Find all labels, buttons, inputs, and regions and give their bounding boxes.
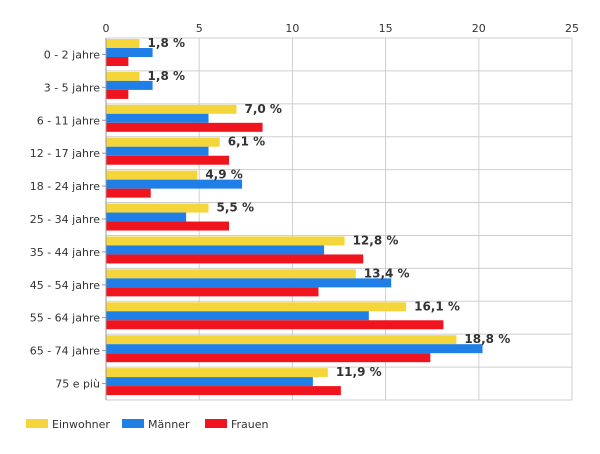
category-label: 18 - 24 jahre [30, 180, 101, 193]
bar-einwohner [106, 170, 198, 180]
legend-swatch [205, 419, 227, 428]
data-label: 1,8 % [148, 36, 185, 50]
category-label: 0 - 2 jahre [44, 48, 101, 61]
bar-frauen [106, 122, 263, 132]
data-label: 6,1 % [228, 135, 265, 149]
x-tick-label: 10 [285, 22, 299, 35]
data-label: 11,9 % [336, 365, 382, 379]
x-tick-label: 20 [472, 22, 486, 35]
bar-frauen [106, 57, 129, 66]
category-label: 25 - 34 jahre [30, 213, 101, 226]
data-label: 7,0 % [244, 102, 281, 116]
category-label: 65 - 74 jahre [30, 345, 101, 358]
category-label: 6 - 11 jahre [37, 114, 101, 127]
x-tick-label: 0 [103, 22, 110, 35]
x-tick-label: 25 [565, 22, 579, 35]
labels-layer: 1,8 % 1,8 % 7,0 % 6,1 % 4,9 % 5,5 % 12,8 % 13,4… [148, 36, 511, 379]
bar-m-nner [106, 212, 187, 222]
bar-m-nner [106, 48, 153, 57]
bar-einwohner [106, 269, 356, 279]
bar-frauen [106, 89, 129, 99]
bar-m-nner [106, 311, 369, 321]
bar-frauen [106, 386, 341, 396]
legend-swatch [26, 419, 48, 428]
category-label: 12 - 17 jahre [30, 147, 101, 160]
bar-einwohner [106, 39, 140, 48]
category-label: 35 - 44 jahre [30, 246, 101, 259]
legend: Einwohner Männer Frauen [26, 418, 269, 431]
category-label: 45 - 54 jahre [30, 279, 101, 292]
bar-einwohner [106, 236, 345, 246]
bar-frauen [106, 155, 230, 165]
bar-frauen [106, 254, 364, 264]
x-tick-label: 15 [379, 22, 393, 35]
grid-layer [105, 37, 573, 401]
bar-m-nner [106, 245, 325, 255]
category-label: 3 - 5 jahre [44, 81, 101, 94]
data-label: 12,8 % [353, 233, 399, 247]
legend-label: Frauen [231, 418, 269, 431]
legend-swatch [122, 419, 144, 428]
bar-frauen [106, 320, 444, 330]
legend-label: Männer [148, 418, 190, 431]
data-label: 16,1 % [414, 299, 460, 313]
category-label: 55 - 64 jahre [30, 312, 101, 325]
x-tick-label: 5 [196, 22, 203, 35]
bar-einwohner [106, 137, 220, 147]
bar-m-nner [106, 113, 209, 123]
bar-frauen [106, 287, 319, 297]
bar-einwohner [106, 71, 140, 81]
data-label: 18,8 % [464, 332, 510, 346]
bar-m-nner [106, 179, 243, 189]
bar-frauen [106, 353, 431, 363]
bar-m-nner [106, 377, 313, 387]
bar-m-nner [106, 344, 483, 354]
bar-frauen [106, 221, 230, 231]
data-label: 1,8 % [148, 69, 185, 83]
bar-m-nner [106, 146, 209, 156]
legend-label: Einwohner [52, 418, 110, 431]
axis-layer: 0 5 10 15 20 25 0 - 2 jahre 3 - 5 jahre 6 - 11 j… [30, 22, 579, 400]
data-label: 13,4 % [364, 266, 410, 280]
bar-m-nner [106, 278, 392, 288]
category-label: 75 e più [55, 378, 100, 391]
bar-einwohner [106, 104, 237, 114]
data-label: 5,5 % [217, 201, 254, 215]
data-label: 4,9 % [205, 168, 242, 182]
bar-einwohner [106, 203, 209, 213]
bar-einwohner [106, 368, 328, 378]
bar-einwohner [106, 302, 407, 312]
bar-einwohner [106, 335, 457, 345]
bar-frauen [106, 188, 151, 198]
bar-m-nner [106, 80, 153, 90]
bars-layer [106, 39, 483, 396]
